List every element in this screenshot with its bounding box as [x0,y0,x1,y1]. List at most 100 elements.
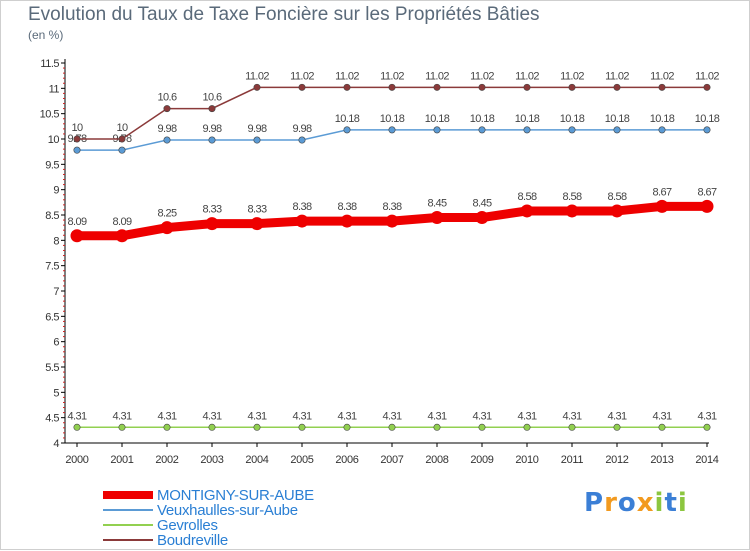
data-label: 10.18 [695,113,720,125]
logo-letter: o [617,488,637,518]
legend-label: MONTIGNY-SUR-AUBE [157,486,314,504]
data-label: 11.02 [470,70,494,82]
x-tick-label: 2003 [200,454,223,466]
legend-swatch [103,491,153,499]
y-tick-label: 5 [53,387,59,399]
series-point [298,423,306,431]
series-point [610,204,624,218]
y-tick-label: 6.5 [45,311,59,323]
series-point [118,423,126,431]
series-point [523,83,531,91]
data-label: 8.58 [562,191,581,203]
data-label: 4.31 [292,410,311,422]
series-point [523,126,531,134]
legend-swatch [103,509,153,511]
series-point [253,83,261,91]
series-point [475,211,489,225]
data-label: 4.31 [517,410,536,422]
series-point [568,83,576,91]
series-point [343,126,351,134]
proxiti-logo: Proxiti [584,488,688,518]
x-tick-label: 2000 [65,454,88,466]
data-label: 8.67 [697,186,716,198]
series-point [340,214,354,228]
data-label: 10 [116,122,128,134]
series-point [298,136,306,144]
legend-swatch [103,524,153,526]
series-point [655,199,669,213]
data-label: 8.09 [67,216,86,228]
x-tick-label: 2009 [470,454,493,466]
logo-letter: t [664,488,678,518]
data-label: 10.6 [157,92,176,104]
data-label: 4.31 [202,410,221,422]
legend-item: Gevrolles [103,516,218,534]
series-point [208,105,216,113]
series-point [478,423,486,431]
x-tick-label: 2004 [245,454,268,466]
logo-letter: i [677,488,688,518]
x-tick-label: 2013 [650,454,673,466]
data-label: 4.31 [157,410,176,422]
series-point [115,229,129,243]
legend-label: Gevrolles [157,516,218,534]
legend-item: Boudreville [103,531,228,549]
x-tick-label: 2006 [335,454,358,466]
x-tick-label: 2001 [110,454,133,466]
series-point [388,83,396,91]
y-tick-label: 5.5 [45,362,59,374]
data-label: 8.58 [607,191,626,203]
logo-letter: P [584,488,605,518]
series-point [613,423,621,431]
data-label: 11.02 [290,70,314,82]
data-label: 8.58 [517,191,536,203]
data-label: 10.18 [425,113,450,125]
data-label: 10.18 [560,113,585,125]
y-tick-label: 6 [53,337,59,349]
data-label: 11.02 [605,70,629,82]
x-tick-label: 2008 [425,454,448,466]
series-point [433,423,441,431]
y-tick-label: 9 [53,185,59,197]
x-tick-label: 2005 [290,454,313,466]
data-label: 8.38 [382,201,401,213]
series-point [208,423,216,431]
series-point [703,423,711,431]
series-point [433,83,441,91]
data-label: 9.98 [247,123,266,135]
series-point [163,136,171,144]
series-point [343,83,351,91]
y-tick-label: 7 [53,286,59,298]
data-label: 11.02 [695,70,719,82]
data-label: 4.31 [607,410,626,422]
series-point [208,136,216,144]
data-label: 11.02 [245,70,269,82]
series-point [250,217,264,231]
data-label: 8.38 [292,201,311,213]
data-label: 11.02 [425,70,449,82]
data-label: 11.02 [380,70,404,82]
data-label: 4.31 [247,410,266,422]
data-label: 8.67 [652,186,671,198]
data-label: 10.18 [335,113,360,125]
data-label: 10 [71,122,83,134]
series-point [430,211,444,225]
series-point [658,423,666,431]
series-point [658,83,666,91]
x-tick-label: 2010 [515,454,538,466]
logo-letter: x [636,488,655,518]
legend-label: Boudreville [157,531,228,549]
series-point [520,204,534,218]
x-tick-label: 2014 [695,454,718,466]
series-point [118,146,126,154]
y-tick-label: 7.5 [45,261,59,273]
series-point [523,423,531,431]
series-point [160,221,174,235]
y-tick-label: 4.5 [45,413,59,425]
series-point [703,83,711,91]
series-point [565,204,579,218]
data-label: 10.18 [650,113,675,125]
data-label: 8.33 [202,204,221,216]
series-point [478,126,486,134]
